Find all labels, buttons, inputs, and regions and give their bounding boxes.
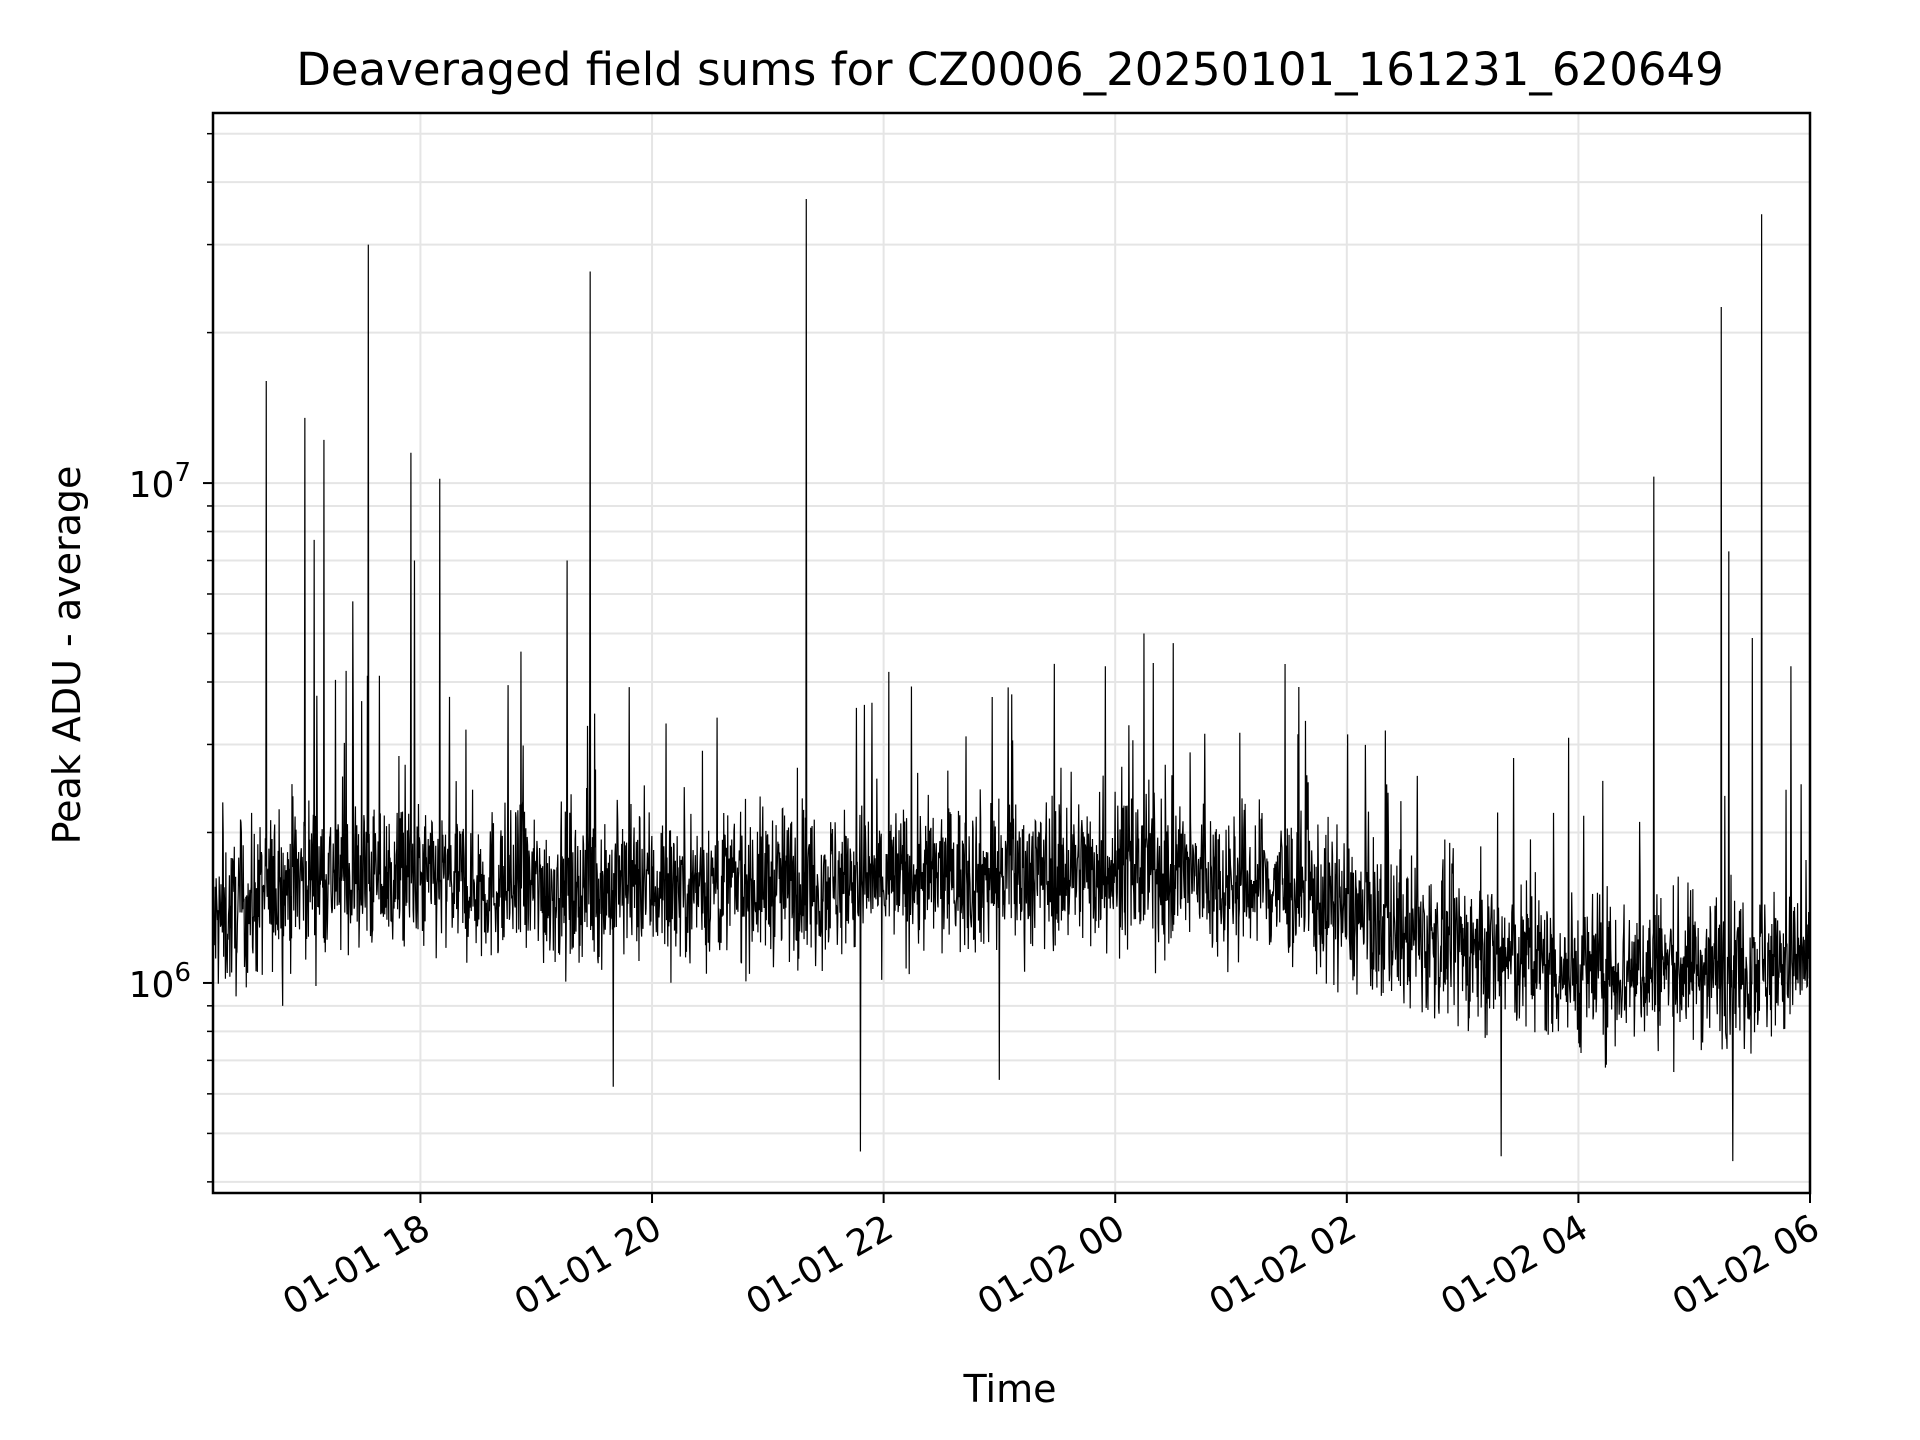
y-tick-label: 107 (129, 458, 191, 506)
y-tick-label-base: 10 (129, 465, 175, 506)
x-tick-label: 01-01 22 (739, 1207, 900, 1323)
y-axis-label: Peak ADU - average (45, 466, 89, 845)
y-tick-label: 106 (129, 958, 191, 1006)
grid (213, 113, 1811, 1193)
chart-title: Deaveraged field sums for CZ0006_2025010… (296, 43, 1723, 96)
x-tick-label: 01-02 02 (1203, 1207, 1364, 1323)
x-axis-ticks: 01-01 18 01-01 20 01-01 22 01-02 00 01-02 02… (276, 1193, 1827, 1324)
x-axis-label: Time (963, 1367, 1057, 1411)
plot-frame (211, 111, 1812, 1195)
x-tick-label: 01-02 04 (1434, 1207, 1595, 1323)
x-tick-label: 01-02 00 (971, 1207, 1132, 1323)
plot-area (212, 199, 1811, 1188)
x-tick-label: 01-01 20 (508, 1207, 669, 1323)
y-tick-label-exponent: 6 (174, 958, 191, 988)
y-tick-label-base: 10 (129, 965, 175, 1006)
x-tick-label: 01-01 18 (276, 1207, 437, 1323)
x-tick-label: 01-02 06 (1666, 1207, 1827, 1323)
series-line-peak-adu (212, 199, 1811, 1188)
y-tick-label-exponent: 7 (174, 458, 191, 488)
